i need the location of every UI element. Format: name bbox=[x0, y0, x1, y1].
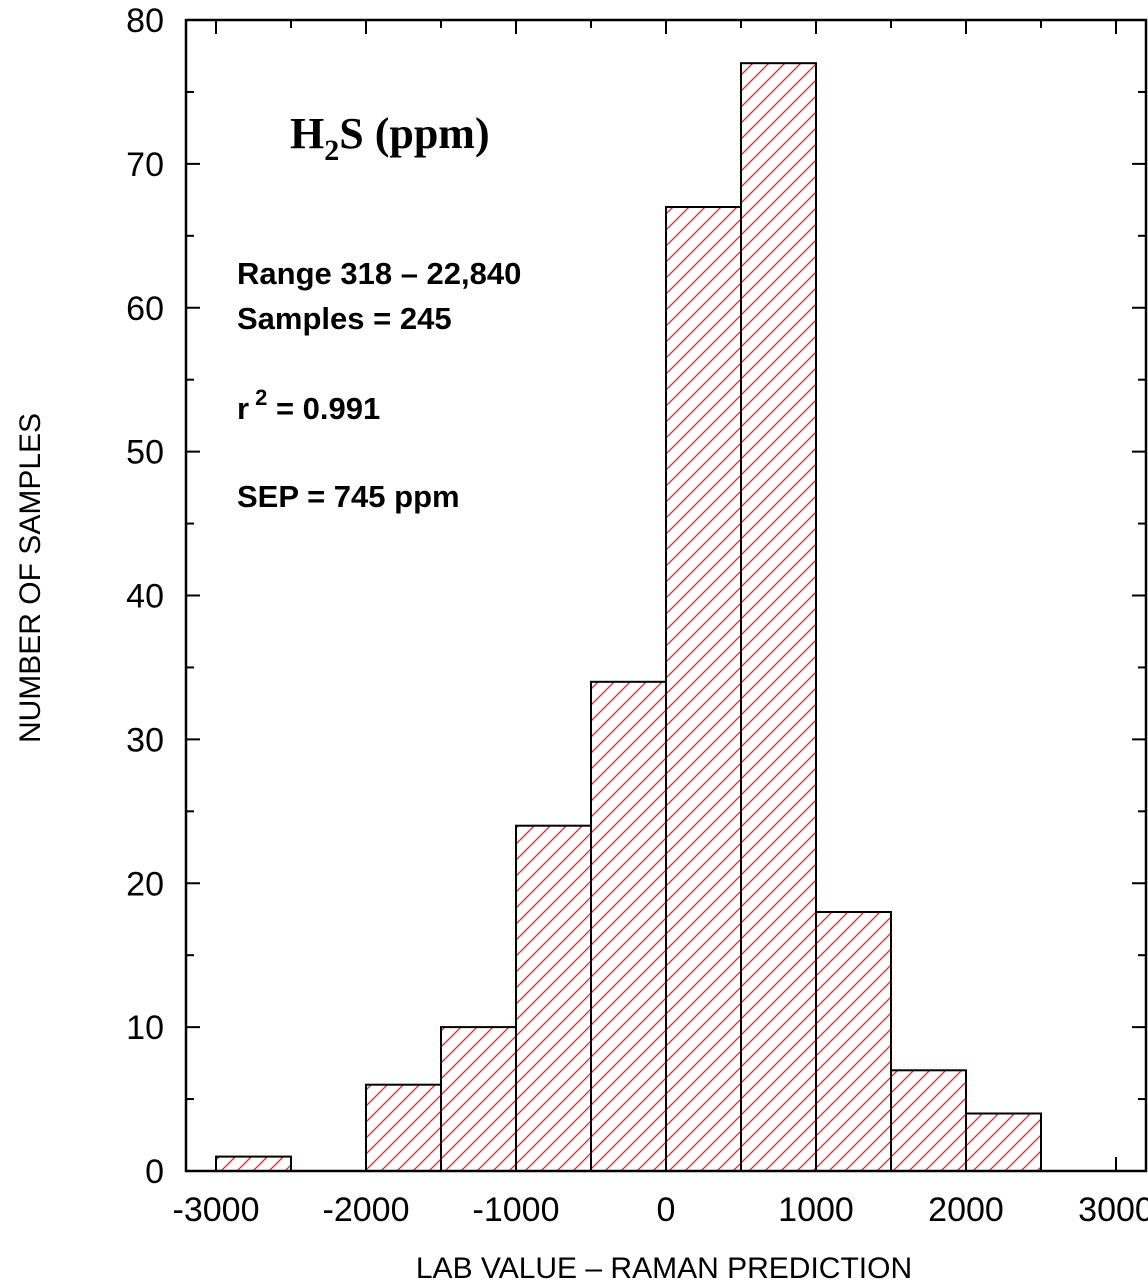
x-tick-label: 0 bbox=[657, 1191, 676, 1229]
annotation-sep: SEP = 745 ppm bbox=[237, 479, 460, 514]
y-tick-label: 10 bbox=[126, 1009, 164, 1047]
histogram-bar-5 bbox=[590, 680, 667, 1172]
r2-prefix: r bbox=[237, 391, 249, 426]
y-tick-label: 40 bbox=[126, 578, 164, 616]
x-tick-label: -1000 bbox=[473, 1191, 560, 1229]
annotation-range: Range 318 – 22,840 bbox=[237, 256, 521, 291]
histogram-bar-8 bbox=[815, 911, 892, 1172]
r2-rest: = 0.991 bbox=[267, 391, 380, 426]
histogram-bar-6 bbox=[665, 206, 742, 1172]
histogram-bar-4 bbox=[515, 824, 592, 1172]
histogram-bar-2 bbox=[365, 1083, 442, 1172]
y-tick-label: 70 bbox=[126, 146, 164, 184]
x-axis-label: LAB VALUE – RAMAN PREDICTION bbox=[416, 1252, 912, 1285]
histogram-bar-0 bbox=[215, 1155, 292, 1172]
title-rest: S (ppm) bbox=[339, 109, 489, 158]
histogram-bar-3 bbox=[440, 1026, 517, 1172]
x-tick-label: -2000 bbox=[323, 1191, 410, 1229]
y-tick-label: 0 bbox=[145, 1153, 164, 1191]
annotation-samples: Samples = 245 bbox=[237, 301, 452, 336]
x-tick-label: 1000 bbox=[778, 1191, 854, 1229]
y-tick-label: 80 bbox=[126, 2, 164, 40]
title-main: H bbox=[290, 109, 324, 158]
axis-ticks bbox=[186, 19, 1146, 1172]
y-tick-label: 20 bbox=[126, 865, 164, 903]
histogram-bar-10 bbox=[965, 1112, 1042, 1172]
r2-superscript: 2 bbox=[255, 385, 267, 410]
bars-group bbox=[215, 62, 1042, 1173]
y-axis-label: NUMBER OF SAMPLES bbox=[14, 413, 47, 743]
histogram-bar-9 bbox=[890, 1069, 967, 1173]
chart-title: H2S (ppm) bbox=[290, 109, 490, 167]
histogram-bar-7 bbox=[740, 62, 817, 1173]
x-tick-label: 2000 bbox=[928, 1191, 1004, 1229]
x-tick-labels: -3000 -2000 -1000 0 1000 2000 3000 bbox=[173, 1191, 1148, 1229]
y-tick-labels: 0 10 20 30 40 50 60 70 80 bbox=[126, 2, 164, 1191]
y-tick-label: 50 bbox=[126, 434, 164, 472]
y-tick-label: 30 bbox=[126, 721, 164, 759]
title-subscript: 2 bbox=[324, 134, 339, 167]
x-tick-label: 3000 bbox=[1078, 1191, 1148, 1229]
x-tick-label: -3000 bbox=[173, 1191, 260, 1229]
y-tick-label: 60 bbox=[126, 290, 164, 328]
